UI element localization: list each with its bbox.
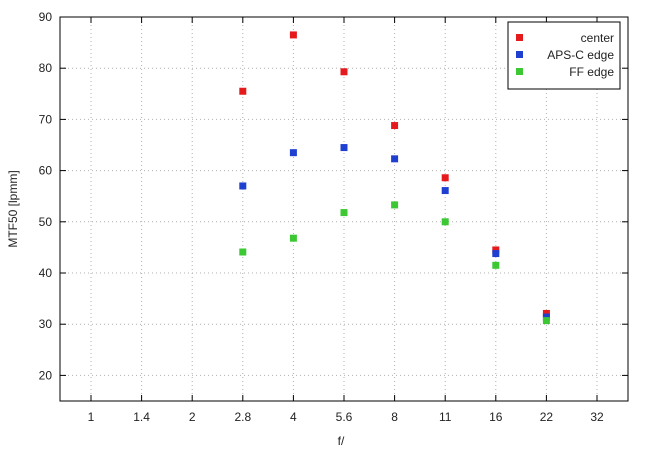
series-center [239,31,550,317]
legend-swatch [516,34,523,41]
data-point [239,87,247,95]
y-axis-label: MTF50 [lpmm] [6,170,20,247]
data-point [492,250,500,258]
data-point [289,149,297,157]
data-point [340,144,348,152]
data-point [441,218,449,226]
data-point [441,187,449,195]
data-point [492,246,500,254]
data-point [289,234,297,242]
data-points [239,31,550,325]
legend: center APS-C edge FF edge [507,21,621,90]
y-tick-label: 50 [39,215,53,229]
data-point [542,317,550,325]
x-tick-label: 8 [391,410,398,424]
x-tick-label: 4 [290,410,297,424]
data-point [542,309,550,317]
legend-swatch [516,51,523,58]
y-tick-label: 30 [39,317,53,331]
data-point [391,122,399,130]
x-tick-label: 2 [189,410,196,424]
y-tick-label: 60 [39,164,53,178]
legend-label: APS-C edge [547,48,614,62]
data-point [391,201,399,209]
data-point [441,174,449,182]
series-ff-edge [239,201,550,325]
x-axis-label: f/ [338,434,345,448]
x-tick-label: 1 [88,410,95,424]
data-point [391,155,399,163]
x-tick-label: 5.6 [336,410,353,424]
x-tick-label: 32 [590,410,604,424]
axis-ticks: 1 1.4 2 2.8 4 5.6 8 11 16 22 32 20 30 40 50 60 70 80 90 [39,10,628,424]
data-point [492,261,500,269]
y-tick-label: 90 [39,10,53,24]
legend-swatch [516,68,523,75]
series-aps-c-edge [239,144,550,321]
x-tick-label: 11 [439,410,452,424]
legend-label: center [581,31,614,45]
y-tick-label: 40 [39,266,53,280]
data-point [289,31,297,39]
y-tick-label: 80 [39,61,53,75]
x-tick-label: 22 [540,410,554,424]
data-point [340,209,348,217]
data-point [340,68,348,76]
x-tick-label: 16 [489,410,503,424]
x-tick-label: 2.8 [234,410,251,424]
y-tick-label: 70 [39,112,53,126]
y-tick-label: 20 [39,368,53,382]
data-point [239,182,247,190]
legend-box [507,21,621,90]
data-point [542,313,550,321]
x-tick-label: 1.4 [133,410,150,424]
data-point [239,248,247,256]
legend-label: FF edge [569,65,614,79]
